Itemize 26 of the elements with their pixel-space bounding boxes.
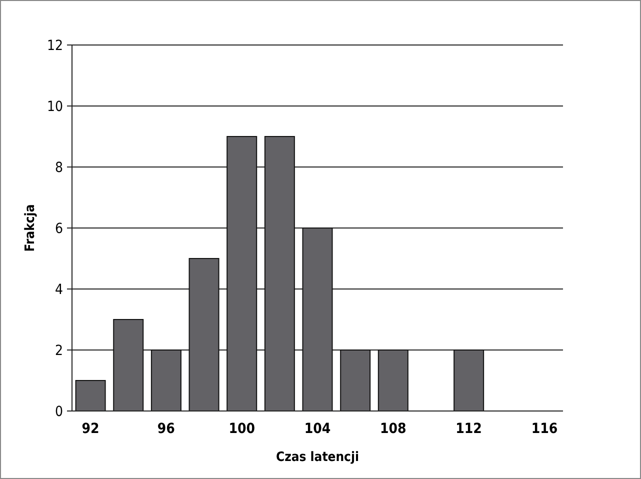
x-tick-label: 112: [456, 421, 482, 437]
bar: [113, 319, 144, 412]
y-tick-label: 12: [46, 38, 63, 54]
y-tick-label: 10: [46, 98, 63, 115]
bar: [150, 350, 182, 412]
y-tick-label: 8: [54, 160, 63, 176]
x-tick-label: 92: [82, 421, 100, 437]
bar: [226, 136, 258, 412]
y-tick-label: 2: [54, 342, 63, 359]
bar: [75, 380, 106, 412]
y-axis-title: Frakcja: [23, 204, 38, 252]
x-tick-label: 116: [531, 421, 558, 437]
y-tick-label: 0: [54, 404, 63, 420]
y-tick-label: 4: [54, 282, 63, 298]
bar: [302, 228, 333, 412]
x-tick-label: 108: [380, 421, 406, 437]
bar: [188, 258, 220, 412]
x-tick-label: 104: [304, 421, 331, 437]
bar: [454, 350, 484, 412]
x-tick-label: 100: [228, 421, 256, 437]
bar: [340, 350, 371, 412]
bar: [378, 350, 408, 412]
x-axis-title: Czas latencji: [276, 450, 360, 465]
y-tick-label: 6: [54, 220, 63, 237]
bar: [264, 136, 295, 412]
x-tick-label: 96: [157, 421, 176, 437]
